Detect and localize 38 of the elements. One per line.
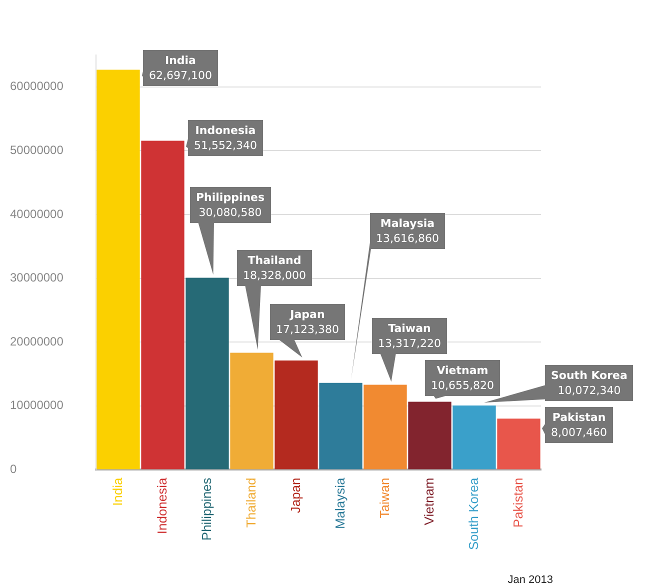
x-tick-label: Taiwan (376, 478, 392, 518)
x-tick-label: Philippines (198, 477, 214, 541)
x-tick-label: Vietnam (421, 478, 436, 526)
category-label: Taiwan (388, 322, 431, 335)
data-label: 10,655,820 (431, 379, 494, 392)
category-label: South Korea (551, 369, 628, 382)
y-tick-label: 0 (10, 462, 17, 476)
y-tick-label: 50000000 (10, 143, 64, 158)
data-label: 8,007,460 (551, 426, 607, 439)
data-label: 62,697,100 (149, 69, 212, 82)
category-label: Indonesia (195, 124, 256, 137)
category-label: Malaysia (380, 217, 435, 230)
category-label: India (164, 54, 196, 67)
y-tick-label: 10000000 (10, 398, 64, 412)
y-tick-label: 60000000 (10, 79, 64, 94)
data-label: 13,616,860 (376, 232, 439, 245)
x-tick-label: Pakistan (510, 478, 526, 528)
data-label: 30,080,580 (198, 206, 262, 219)
x-tick-label: Thailand (243, 478, 258, 528)
category-label: Japan (290, 308, 325, 321)
category-label: Philippines (196, 191, 265, 204)
y-tick-label: 20000000 (10, 334, 64, 348)
data-label: 18,328,000 (243, 269, 306, 282)
x-tick-label: Indonesia (154, 476, 170, 534)
category-label: Thailand (248, 254, 302, 267)
x-tick-label: Malaysia (332, 476, 348, 530)
x-tick-label: India (110, 476, 125, 506)
data-label: 17,123,380 (276, 323, 339, 336)
category-label: Pakistan (552, 411, 606, 424)
y-tick-label: 40000000 (10, 206, 64, 221)
data-label: 10,072,340 (558, 384, 621, 397)
y-tick-label: 30000000 (10, 270, 64, 285)
category-label: Vietnam (436, 364, 488, 377)
x-tick-label: Japan (288, 478, 303, 514)
data-label: 51,552,340 (194, 139, 257, 152)
text: Jan 2013 (508, 574, 553, 586)
data-label: 13,317,220 (378, 337, 441, 350)
x-tick-label: South Korea (466, 476, 481, 550)
